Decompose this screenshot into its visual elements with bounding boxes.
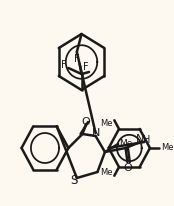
Text: N: N [91,128,100,138]
Text: Me: Me [100,119,112,128]
Text: O: O [123,163,132,173]
Text: Me: Me [161,144,174,152]
Text: H: H [143,135,151,145]
Text: N: N [136,134,145,144]
Text: F: F [61,60,66,70]
Text: F: F [83,62,89,72]
Text: O: O [82,117,91,127]
Text: Me: Me [119,138,132,147]
Text: Me: Me [100,168,112,177]
Text: S: S [70,173,78,186]
Text: F: F [74,54,80,64]
